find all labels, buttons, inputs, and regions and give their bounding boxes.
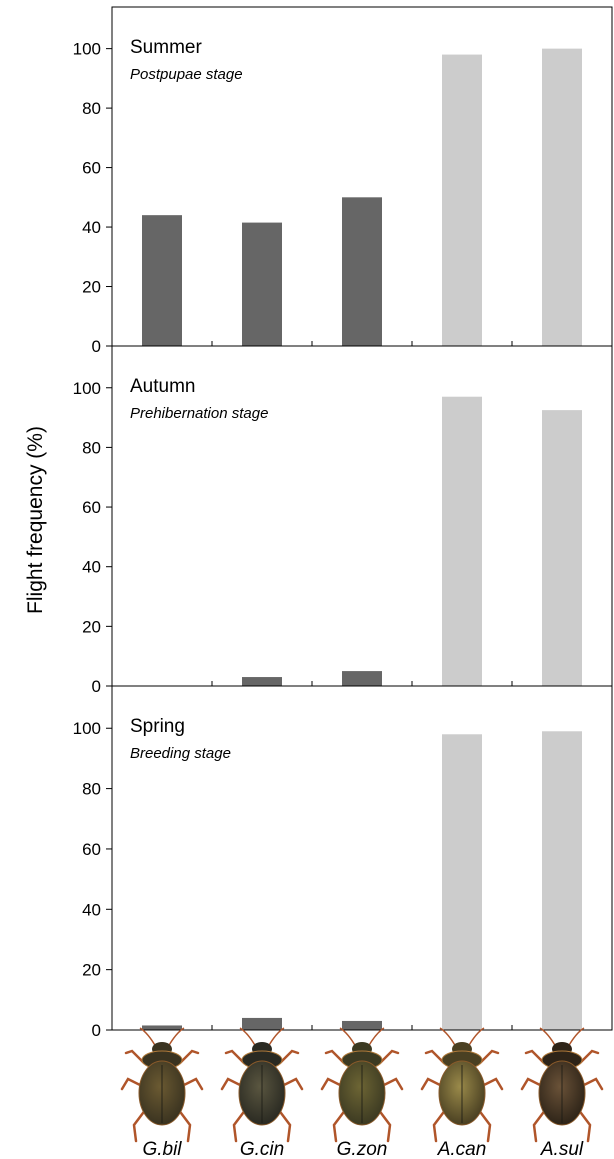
plot-frame (111, 345, 613, 687)
bar-g-cin (242, 677, 282, 686)
y-tick-label: 40 (82, 218, 101, 237)
panel-subtitle: Prehibernation stage (130, 405, 268, 422)
y-tick-label: 40 (82, 900, 101, 919)
bar-a-sul (542, 48, 582, 346)
panel-title: Summer (130, 37, 202, 58)
y-tick-label: 100 (73, 719, 101, 738)
species-label: A.sul (540, 1139, 584, 1159)
species-label: G.zon (337, 1139, 388, 1159)
y-tick-label: 80 (82, 780, 101, 799)
y-tick-label: 20 (82, 278, 101, 297)
y-tick-label: 80 (82, 438, 101, 457)
species-label: A.can (437, 1139, 487, 1159)
bar-g-bil (142, 215, 182, 346)
bar-g-zon (342, 197, 382, 346)
panel-autumn: 0 20 40 60 80 100 Autumn Prehibernation stage (73, 345, 613, 696)
y-tick-label: 60 (82, 159, 101, 178)
bar-a-can (442, 734, 482, 1030)
y-tick-label: 0 (92, 1021, 101, 1040)
panel-title: Autumn (130, 376, 195, 397)
y-axis-label: Flight frequency (%) (24, 426, 47, 614)
beetle-icon (320, 1027, 404, 1143)
bar-g-cin (242, 222, 282, 346)
bar-g-zon (342, 671, 382, 686)
bar-g-bil (142, 1025, 182, 1030)
beetle-icon (220, 1027, 304, 1143)
bar-a-can (442, 396, 482, 686)
plot-frame (111, 685, 613, 1031)
y-tick-label: 20 (82, 617, 101, 636)
bar-a-can (442, 54, 482, 346)
panel-summer: 0 20 40 60 80 100 Summer Postpupae stage (73, 6, 613, 356)
beetle-icon (420, 1027, 504, 1143)
beetle-icon (120, 1027, 204, 1143)
y-tick-label: 60 (82, 498, 101, 517)
y-tick-label: 100 (73, 379, 101, 398)
panel-subtitle: Breeding stage (130, 745, 231, 762)
bar-a-sul (542, 731, 582, 1030)
species-label: G.cin (240, 1139, 284, 1159)
y-tick-label: 40 (82, 558, 101, 577)
y-tick-label: 100 (73, 40, 101, 59)
y-tick-label: 60 (82, 840, 101, 859)
y-tick-label: 0 (92, 337, 101, 356)
bar-g-cin (242, 1017, 282, 1030)
bar-a-sul (542, 410, 582, 686)
y-tick-label: 0 (92, 677, 101, 696)
panel-title: Spring (130, 716, 185, 737)
species-label: G.bil (142, 1139, 182, 1159)
panel-spring: 0 20 40 60 80 100 Spring Breeding stage (73, 685, 613, 1040)
y-tick-label: 20 (82, 961, 101, 980)
beetle-icon (520, 1027, 604, 1143)
panel-subtitle: Postpupae stage (130, 66, 243, 83)
bar-g-zon (342, 1020, 382, 1030)
y-tick-label: 80 (82, 99, 101, 118)
